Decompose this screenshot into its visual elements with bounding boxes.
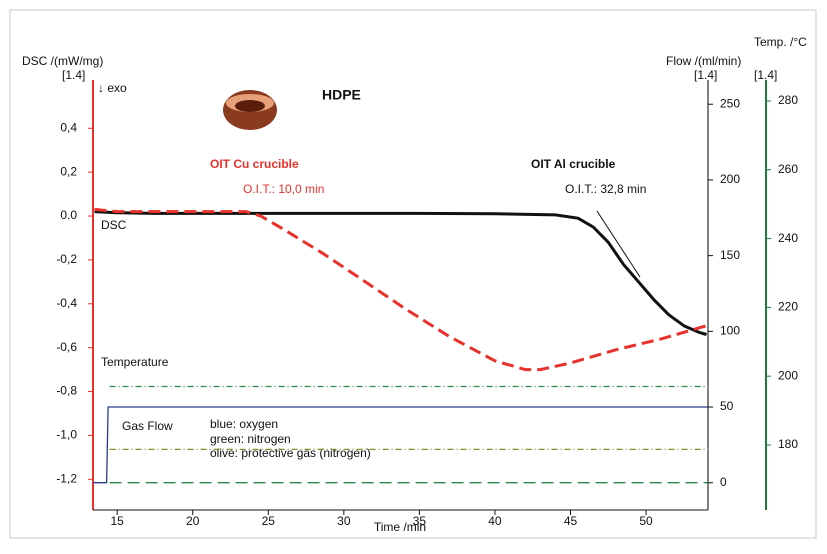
x-tick-label: 25 bbox=[262, 514, 276, 528]
y3-tick-label: 240 bbox=[778, 231, 798, 245]
x-tick-label: 15 bbox=[110, 514, 124, 528]
annotation: OIT Al crucible bbox=[531, 157, 616, 171]
y-tick-label: -0,6 bbox=[56, 340, 77, 354]
y3-tick-label: 260 bbox=[778, 162, 798, 176]
y-tick-label: -1,2 bbox=[56, 471, 77, 485]
annotation: [1.4] bbox=[754, 68, 777, 82]
crucible-icon bbox=[223, 90, 277, 130]
y3-tick-label: 200 bbox=[778, 368, 798, 382]
annotation: HDPE bbox=[322, 87, 361, 103]
annotation: [1.4] bbox=[62, 68, 85, 82]
x-tick-label: 20 bbox=[186, 514, 200, 528]
y3-tick-label: 180 bbox=[778, 437, 798, 451]
y-tick-label: -0,8 bbox=[56, 384, 77, 398]
annotation: DSC bbox=[101, 218, 127, 232]
annotation: O.I.T.: 32,8 min bbox=[565, 182, 646, 196]
x-tick-label: 45 bbox=[564, 514, 578, 528]
x-tick-label: 30 bbox=[337, 514, 351, 528]
y2-tick-label: 250 bbox=[720, 96, 740, 110]
y2-tick-label: 150 bbox=[720, 248, 740, 262]
y2-tick-label: 200 bbox=[720, 172, 740, 186]
series-line bbox=[93, 406, 708, 484]
y-tick-label: -0,2 bbox=[56, 252, 77, 266]
y2-tick-label: 0 bbox=[720, 475, 727, 489]
annotation: green: nitrogen bbox=[210, 432, 291, 446]
tangent-line bbox=[596, 210, 641, 278]
annotation: blue: oxygen bbox=[210, 417, 278, 431]
x-tick-label: 35 bbox=[413, 514, 427, 528]
series-line bbox=[94, 207, 707, 372]
series-line bbox=[94, 210, 707, 336]
x-tick-label: 50 bbox=[639, 514, 653, 528]
y3-tick-label: 220 bbox=[778, 300, 798, 314]
frame bbox=[9, 9, 817, 539]
y-tick-label: 0,2 bbox=[60, 164, 77, 178]
y-tick-label: 0,4 bbox=[60, 120, 77, 134]
annotation: olive: protective gas (nitrogen) bbox=[210, 446, 371, 460]
y3-axis-title: Temp. /°C bbox=[754, 35, 807, 49]
annotation: ↓ exo bbox=[98, 81, 127, 95]
annotation: O.I.T.: 10,0 min bbox=[243, 182, 324, 196]
annotation: [1.4] bbox=[694, 68, 717, 82]
y-tick-label: -1,0 bbox=[56, 428, 77, 442]
annotation: Temperature bbox=[101, 355, 169, 369]
y2-tick-label: 100 bbox=[720, 324, 740, 338]
annotation: Gas Flow bbox=[122, 419, 173, 433]
x-axis-title: Time /min bbox=[374, 520, 426, 534]
y2-axis-title: Flow /(ml/min) bbox=[666, 54, 741, 68]
y-tick-label: -0,4 bbox=[56, 296, 77, 310]
y3-tick-label: 280 bbox=[778, 93, 798, 107]
y-axis-title: DSC /(mW/mg) bbox=[22, 54, 103, 68]
x-tick-label: 40 bbox=[488, 514, 502, 528]
y-tick-label: 0.0 bbox=[60, 208, 77, 222]
annotation: OIT Cu crucible bbox=[210, 157, 299, 171]
y2-tick-label: 50 bbox=[720, 399, 734, 413]
